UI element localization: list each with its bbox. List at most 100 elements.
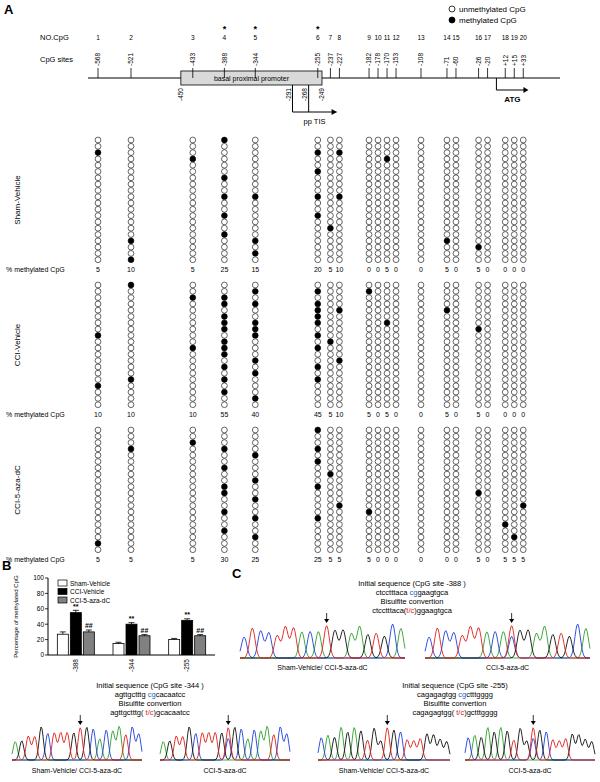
- unmethylated-cpg: [453, 137, 459, 143]
- unmethylated-cpg: [476, 427, 482, 433]
- unmethylated-cpg: [476, 364, 482, 370]
- unmethylated-cpg: [393, 181, 399, 187]
- x-tick-label: -388: [72, 659, 79, 672]
- unmethylated-cpg: [476, 188, 482, 194]
- percent-value: 0: [486, 556, 490, 563]
- unmethylated-cpg: [520, 446, 526, 452]
- unmethylated-cpg: [252, 377, 258, 383]
- row-label: NO.CpG: [40, 33, 69, 42]
- unmethylated-cpg: [337, 446, 343, 452]
- significance-label: ##: [85, 622, 93, 629]
- y-tick-label: 100: [33, 574, 44, 581]
- unmethylated-cpg: [393, 200, 399, 206]
- unmethylated-cpg: [384, 257, 390, 263]
- tis-label: pp TIS: [304, 117, 326, 126]
- unmethylated-cpg: [337, 528, 343, 534]
- cpg-number: 10: [374, 34, 382, 41]
- unmethylated-cpg: [128, 307, 134, 313]
- unmethylated-cpg: [375, 433, 381, 439]
- unmethylated-cpg: [95, 377, 101, 383]
- unmethylated-cpg: [444, 232, 450, 238]
- unmethylated-cpg: [384, 465, 390, 471]
- unmethylated-cpg: [315, 389, 321, 395]
- unmethylated-cpg: [328, 459, 334, 465]
- unmethylated-cpg: [418, 219, 424, 225]
- unmethylated-cpg: [511, 541, 517, 547]
- unmethylated-cpg: [444, 459, 450, 465]
- unmethylated-cpg: [453, 547, 459, 553]
- unmethylated-cpg: [418, 238, 424, 244]
- unmethylated-cpg: [502, 314, 508, 320]
- unmethylated-cpg: [502, 440, 508, 446]
- unmethylated-cpg: [511, 503, 517, 509]
- unmethylated-cpg: [328, 541, 334, 547]
- unmethylated-cpg: [393, 257, 399, 263]
- unmethylated-cpg: [476, 465, 482, 471]
- unmethylated-cpg: [328, 137, 334, 143]
- unmethylated-cpg: [444, 484, 450, 490]
- unmethylated-cpg: [95, 484, 101, 490]
- unmethylated-cpg: [418, 509, 424, 515]
- unmethylated-cpg: [95, 509, 101, 515]
- unmethylated-cpg: [520, 333, 526, 339]
- unmethylated-cpg: [366, 206, 372, 212]
- cpg-number: 1: [96, 34, 100, 41]
- cpg-site: -344: [252, 53, 259, 66]
- unmethylated-cpg: [190, 402, 196, 408]
- methylated-cpg: [128, 282, 134, 288]
- unmethylated-cpg: [190, 396, 196, 402]
- methylated-cpg: [337, 150, 343, 156]
- promoter-bound: -450: [177, 88, 184, 101]
- methylated-cpg: [252, 320, 258, 326]
- unmethylated-cpg: [384, 213, 390, 219]
- methylated-cpg: [252, 478, 258, 484]
- methylated-cpg: [337, 358, 343, 364]
- unmethylated-cpg: [328, 143, 334, 149]
- unmethylated-cpg: [375, 251, 381, 257]
- unmethylated-cpg: [418, 515, 424, 521]
- unmethylated-cpg: [485, 345, 491, 351]
- unmethylated-cpg: [520, 528, 526, 534]
- unmethylated-cpg: [375, 440, 381, 446]
- unmethylated-cpg: [502, 169, 508, 175]
- sequence-title: Initial sequence (CpG site -344 ): [96, 681, 204, 690]
- unmethylated-cpg: [520, 459, 526, 465]
- unmethylated-cpg: [520, 452, 526, 458]
- unmethylated-cpg: [502, 459, 508, 465]
- unmethylated-cpg: [393, 541, 399, 547]
- cpg-site: -521: [127, 53, 134, 66]
- methylated-cpg: [366, 288, 372, 294]
- unmethylated-cpg: [221, 440, 227, 446]
- unmethylated-cpg: [384, 181, 390, 187]
- unmethylated-cpg: [393, 295, 399, 301]
- unmethylated-cpg: [221, 433, 227, 439]
- unmethylated-cpg: [444, 314, 450, 320]
- legend-swatch: [58, 589, 67, 595]
- unmethylated-cpg: [128, 396, 134, 402]
- unmethylated-cpg: [221, 452, 227, 458]
- percent-value: 25: [220, 266, 228, 273]
- percent-label: % methylated CpG: [6, 266, 65, 274]
- unmethylated-cpg: [502, 333, 508, 339]
- unmethylated-cpg: [190, 547, 196, 553]
- unmethylated-cpg: [337, 377, 343, 383]
- unmethylated-cpg: [520, 478, 526, 484]
- unmethylated-cpg: [502, 509, 508, 515]
- unmethylated-cpg: [328, 364, 334, 370]
- methylated-cpg: [190, 440, 196, 446]
- unmethylated-cpg: [520, 295, 526, 301]
- unmethylated-cpg: [190, 541, 196, 547]
- unmethylated-cpg: [315, 175, 321, 181]
- error-bar: [73, 610, 79, 612]
- unmethylated-cpg: [252, 175, 258, 181]
- unmethylated-cpg: [128, 301, 134, 307]
- unmethylated-cpg: [366, 225, 372, 231]
- unmethylated-cpg: [190, 478, 196, 484]
- unmethylated-cpg: [190, 301, 196, 307]
- unmethylated-cpg: [485, 213, 491, 219]
- unmethylated-cpg: [384, 301, 390, 307]
- unmethylated-cpg: [95, 219, 101, 225]
- unmethylated-cpg: [95, 364, 101, 370]
- unmethylated-cpg: [485, 339, 491, 345]
- unmethylated-cpg: [375, 307, 381, 313]
